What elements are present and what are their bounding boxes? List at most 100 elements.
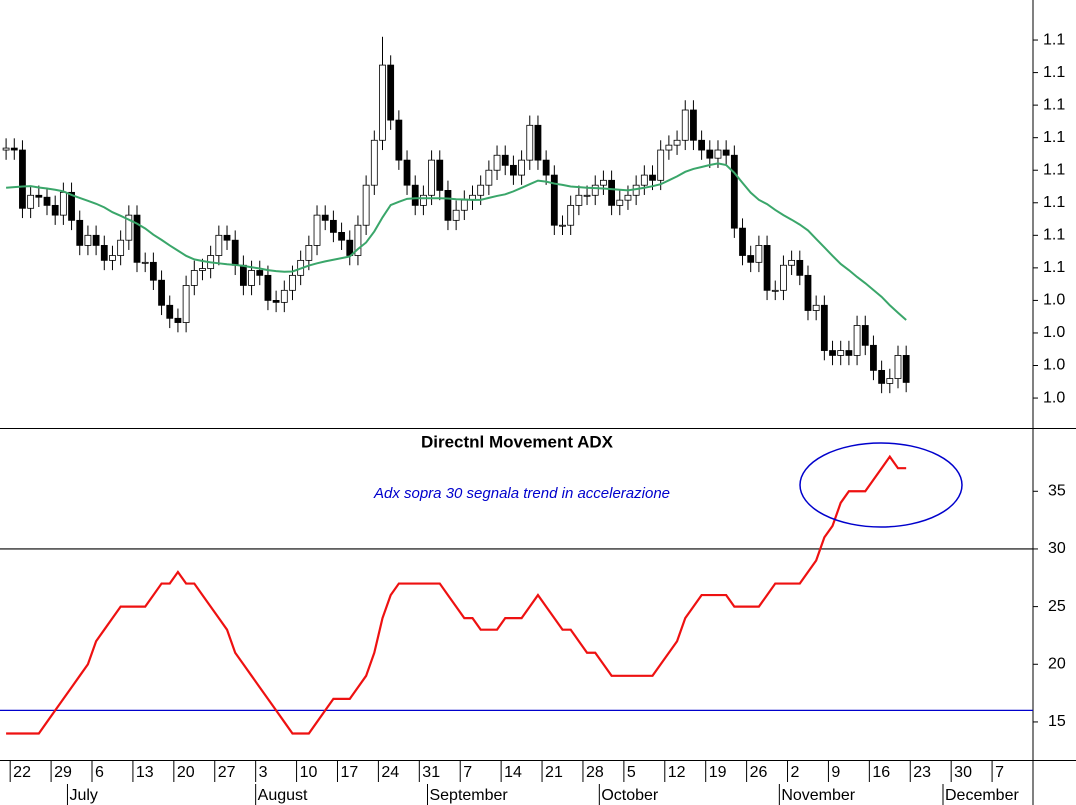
x-tick-label: 28 [586,764,604,781]
candle-body [436,159,444,191]
x-tick-label: 21 [545,764,563,781]
candle-body [591,184,599,196]
candle-body [771,289,779,292]
candle-body [280,289,288,303]
y-tick-label: 1.1 [1043,64,1065,81]
candle-body [583,194,591,197]
candle-body [239,264,247,286]
candle-body [534,124,542,161]
candle-body [362,184,370,226]
y-tick-label: 1.1 [1043,194,1065,211]
y-tick-label: 1.1 [1043,96,1065,113]
candle-body [780,264,787,291]
y-tick-label: 20 [1048,655,1066,672]
candle-body [706,149,714,159]
x-tick-label: 26 [750,764,768,781]
candle-body [845,350,853,356]
month-label: October [601,787,659,804]
x-tick-label: 13 [136,764,154,781]
x-tick-label: 2 [791,764,800,781]
candle-body [2,147,10,151]
candle-body [379,64,386,141]
candle-body [690,109,697,141]
candle-body [861,325,869,346]
candle-body [878,369,886,384]
month-label: September [429,787,508,804]
candle-body [289,274,296,291]
candle-body [92,234,100,246]
x-tick-label: 31 [422,764,440,781]
candle-body [248,270,255,286]
y-tick-label: 30 [1048,540,1066,557]
annotation: Adx sopra 30 segnala trend in accelerazi… [373,485,670,502]
candle-body [68,191,75,221]
candle-body [109,255,116,261]
candle-body [902,355,910,383]
x-tick-label: 22 [13,764,31,781]
candle-body [804,274,812,311]
x-tick-label: 27 [218,764,236,781]
candle-body [812,304,820,311]
x-tick-label: 23 [913,764,931,781]
x-tick-label: 7 [995,764,1004,781]
candle-body [59,191,67,216]
candle-body [820,304,828,351]
candle-body [158,279,165,306]
candle-body [272,300,280,303]
candle-body [19,149,26,209]
candle-body [477,184,485,196]
x-tick-label: 7 [463,764,472,781]
candle-body [215,234,223,256]
candle-body [518,159,525,176]
candle-body [870,344,877,371]
candle-body [452,209,460,221]
candle-body [403,159,411,186]
candle-body [616,199,624,206]
candle-body [657,149,665,181]
x-tick-label: 3 [259,764,268,781]
y-tick-label: 1.1 [1043,259,1065,276]
y-tick-label: 1.1 [1043,161,1065,178]
candle-body [567,204,575,226]
y-tick-label: 25 [1048,598,1066,615]
candle-body [387,64,395,121]
candle-body [510,164,517,176]
candle-body [182,285,190,323]
candle-body [313,214,321,246]
candle-body [485,169,493,186]
candle-body [27,194,35,209]
candle-body [788,259,796,266]
candle-body [550,174,558,226]
x-tick-label: 20 [177,764,195,781]
y-tick-label: 1.0 [1043,324,1065,341]
candle-body [575,194,583,206]
y-tick-label: 1.1 [1043,129,1065,146]
candle-body [264,274,272,301]
y-tick-label: 1.1 [1043,227,1065,244]
x-tick-label: 17 [340,764,358,781]
month-label: July [69,787,97,804]
candle-body [796,259,804,276]
candle-body [256,270,264,276]
candle-body [43,196,51,206]
candle-body [608,179,615,206]
candle-body [141,261,149,264]
candle-body [370,139,378,186]
candle-body [493,154,501,171]
x-tick-label: 29 [54,764,72,781]
candle-body [730,154,738,229]
candle-body [84,234,92,246]
candle-body [338,231,345,241]
candle-body [166,304,174,319]
panel-title: Directnl Movement ADX [421,432,614,451]
candle-body [354,224,362,256]
x-tick-label: 5 [627,764,636,781]
candle-body [665,144,673,151]
x-tick-label: 12 [668,764,686,781]
candle-body [174,317,182,323]
candle-body [886,378,894,384]
candle-body [199,268,206,271]
candle-body [853,325,861,356]
candle-body [747,255,755,263]
